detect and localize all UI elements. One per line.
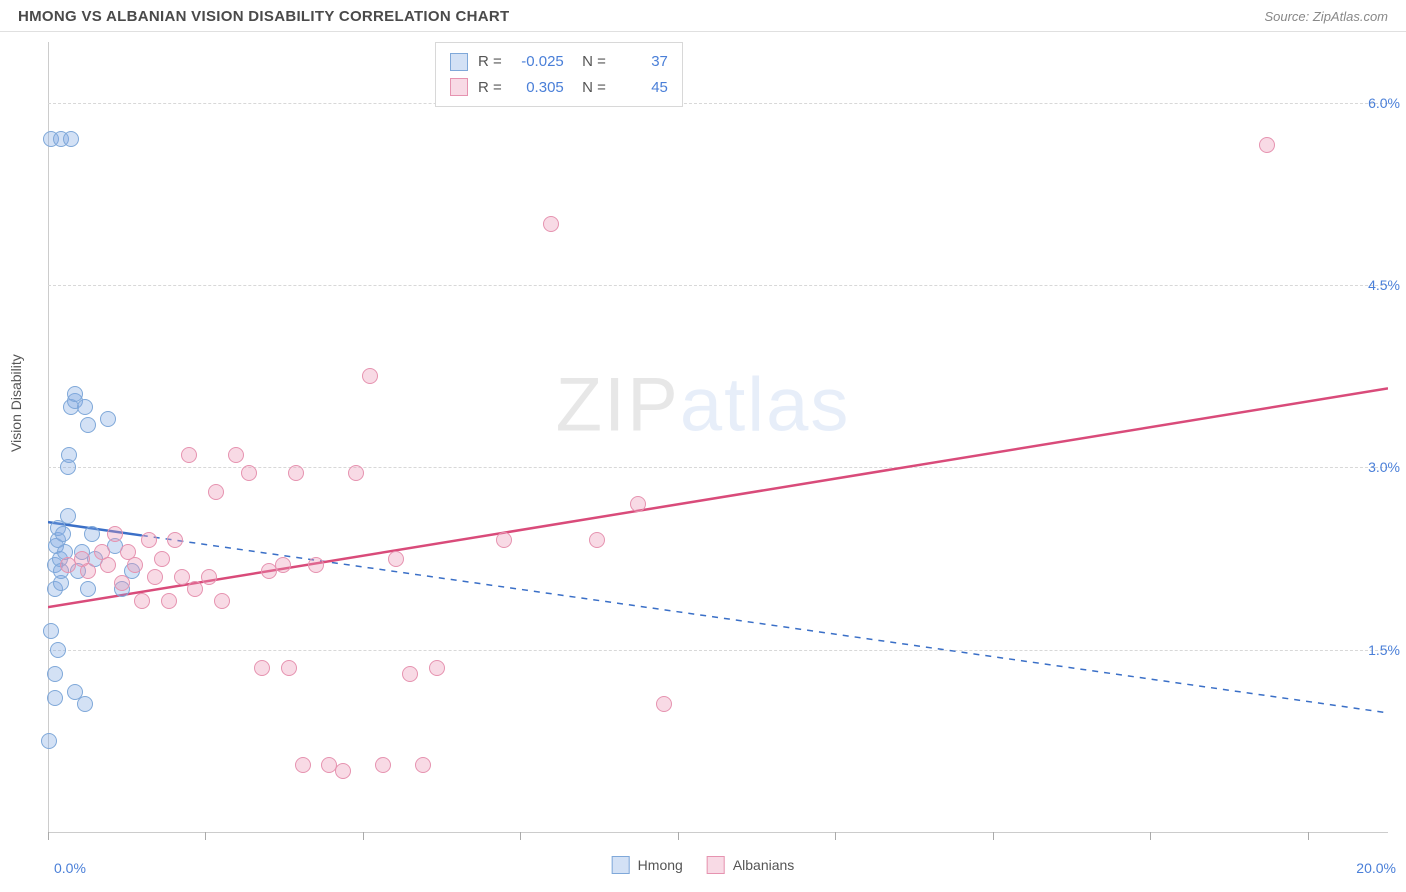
chart-title: HMONG VS ALBANIAN VISION DISABILITY CORR… (18, 8, 509, 25)
legend-item-hmong: Hmong (612, 856, 683, 874)
data-point (543, 216, 559, 232)
x-tick-mark (1308, 832, 1309, 840)
r-value-albanians: 0.305 (512, 75, 564, 101)
data-point (656, 696, 672, 712)
n-label: N = (574, 49, 606, 75)
swatch-hmong-icon (612, 856, 630, 874)
data-point (402, 666, 418, 682)
swatch-albanians (450, 78, 468, 96)
data-point (100, 557, 116, 573)
swatch-hmong (450, 53, 468, 71)
x-tick-mark (835, 832, 836, 840)
y-axis-label: Vision Disability (8, 354, 24, 452)
data-point (60, 508, 76, 524)
data-point (228, 447, 244, 463)
data-point (429, 660, 445, 676)
data-point (55, 526, 71, 542)
data-point (77, 399, 93, 415)
data-point (47, 666, 63, 682)
data-point (214, 593, 230, 609)
data-point (308, 557, 324, 573)
series-legend: Hmong Albanians (612, 856, 795, 874)
r-value-hmong: -0.025 (512, 49, 564, 75)
data-point (84, 526, 100, 542)
chart-area: Vision Disability 1.5%3.0%4.5%6.0% ZIPat… (0, 32, 1406, 880)
data-point (335, 763, 351, 779)
data-point (174, 569, 190, 585)
data-point (275, 557, 291, 573)
legend-row-hmong: R = -0.025 N = 37 (450, 49, 668, 75)
x-tick-mark (48, 832, 49, 840)
n-value-albanians: 45 (616, 75, 668, 101)
data-point (254, 660, 270, 676)
x-tick-mark (993, 832, 994, 840)
data-point (63, 131, 79, 147)
legend-row-albanians: R = 0.305 N = 45 (450, 75, 668, 101)
chart-header: HMONG VS ALBANIAN VISION DISABILITY CORR… (0, 0, 1406, 32)
data-point (77, 696, 93, 712)
data-point (100, 411, 116, 427)
x-tick-mark (363, 832, 364, 840)
data-point (295, 757, 311, 773)
data-point (362, 368, 378, 384)
legend-item-albanians: Albanians (707, 856, 795, 874)
correlation-legend: R = -0.025 N = 37 R = 0.305 N = 45 (435, 42, 683, 107)
data-point (107, 526, 123, 542)
x-axis-tick-right: 20.0% (1356, 860, 1396, 876)
data-point (208, 484, 224, 500)
data-point (415, 757, 431, 773)
data-point (388, 551, 404, 567)
data-point (375, 757, 391, 773)
data-point (80, 563, 96, 579)
data-point (41, 733, 57, 749)
scatter-plot (48, 42, 1388, 832)
data-point (496, 532, 512, 548)
data-point (241, 465, 257, 481)
data-point (187, 581, 203, 597)
data-point (630, 496, 646, 512)
r-label: R = (478, 49, 502, 75)
data-point (80, 417, 96, 433)
x-axis-line (48, 832, 1388, 833)
r-label: R = (478, 75, 502, 101)
data-point (281, 660, 297, 676)
data-point (589, 532, 605, 548)
data-point (127, 557, 143, 573)
data-point (141, 532, 157, 548)
data-point (50, 642, 66, 658)
swatch-albanians-icon (707, 856, 725, 874)
legend-label-albanians: Albanians (733, 857, 795, 873)
x-axis-tick-left: 0.0% (54, 860, 86, 876)
data-point (161, 593, 177, 609)
x-tick-mark (520, 832, 521, 840)
x-tick-mark (1150, 832, 1151, 840)
chart-source: Source: ZipAtlas.com (1264, 9, 1388, 24)
data-point (201, 569, 217, 585)
data-point (147, 569, 163, 585)
x-tick-mark (678, 832, 679, 840)
n-value-hmong: 37 (616, 49, 668, 75)
n-label: N = (574, 75, 606, 101)
data-point (288, 465, 304, 481)
data-point (181, 447, 197, 463)
data-point (80, 581, 96, 597)
data-point (61, 447, 77, 463)
data-point (348, 465, 364, 481)
legend-label-hmong: Hmong (638, 857, 683, 873)
data-point (167, 532, 183, 548)
data-point (114, 575, 130, 591)
x-tick-mark (205, 832, 206, 840)
data-point (134, 593, 150, 609)
data-point (1259, 137, 1275, 153)
data-point (43, 623, 59, 639)
data-point (154, 551, 170, 567)
data-point (47, 690, 63, 706)
